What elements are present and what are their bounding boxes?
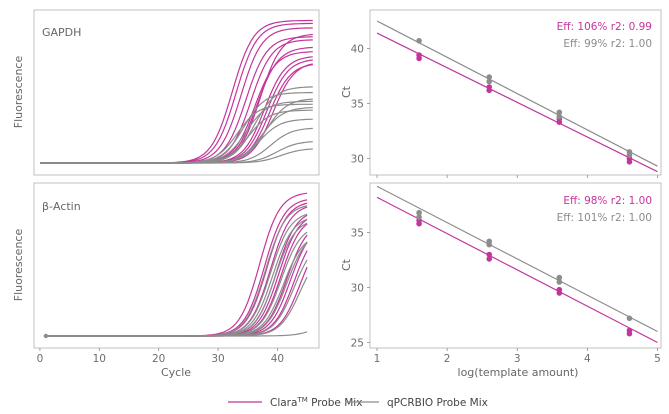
beta-actin-amplification-panel: β-Actin Fluorescence Cycle 0 10 20 30 40 bbox=[12, 182, 320, 379]
beta-actin-curves bbox=[43, 192, 308, 339]
beta-actin-panel-title: β-Actin bbox=[42, 200, 81, 213]
qpcrbio-regression-line bbox=[376, 20, 658, 167]
clara-ct-point bbox=[486, 251, 493, 258]
cycle-tick-label: 40 bbox=[271, 353, 284, 365]
ct-tick-label: 35 bbox=[351, 99, 364, 111]
clara-ct-point bbox=[416, 220, 422, 227]
baseline-start-point bbox=[43, 333, 49, 339]
legend-qpcrbio-label: qPCRBIO Probe Mix bbox=[387, 397, 488, 409]
qpcrbio-ct-point bbox=[486, 241, 493, 248]
qpcrbio-ct-point bbox=[556, 109, 563, 116]
cycle-ticks: 0 10 20 30 40 bbox=[37, 348, 284, 365]
gapdh-panel-title: GAPDH bbox=[42, 26, 81, 39]
clara-ct-point bbox=[626, 330, 633, 337]
beta-actin-standard-curve-plot-area bbox=[369, 182, 662, 349]
qpcrbio-ct-point bbox=[556, 113, 563, 120]
clara-ct-point bbox=[486, 87, 493, 94]
ct-tick-label: 30 bbox=[351, 283, 364, 295]
qpcrbio-ct-point bbox=[416, 38, 422, 44]
qpcrbio-ct-point bbox=[626, 315, 633, 322]
qpcrbio-ct-point bbox=[416, 214, 422, 220]
beta-actin-y-axis-label: Fluorescence bbox=[12, 229, 25, 302]
qpcrbio-ct-point bbox=[486, 74, 493, 80]
template-tick-label: 2 bbox=[444, 353, 451, 365]
gapdh-clara-efficiency-annotation: Eff: 106% r2: 0.99 bbox=[557, 21, 652, 33]
gapdh-standard-curve-marks bbox=[376, 20, 658, 173]
gapdh-y-axis-label: Fluorescence bbox=[12, 56, 25, 129]
clara-ct-point bbox=[626, 159, 633, 165]
qpcrbio-ct-point bbox=[556, 274, 563, 281]
beta-actin-clara-efficiency-annotation: Eff: 98% r2: 1.00 bbox=[563, 195, 652, 207]
legend: ClaraTM Probe Mix qPCRBIO Probe Mix bbox=[228, 396, 488, 409]
gapdh-standard-curve-panel: Ct Eff: 106% r2: 0.99 Eff: 99% r2: 1.00 … bbox=[340, 9, 662, 178]
cycle-tick-label: 30 bbox=[211, 353, 224, 365]
beta-actin-standard-curve-panel: Ct log(template amount) Eff: 98% r2: 1.0… bbox=[340, 182, 662, 379]
template-tick-label: 1 bbox=[374, 353, 381, 365]
clara-ct-point bbox=[486, 256, 493, 262]
ct-tick-label: 30 bbox=[351, 154, 364, 166]
clara-ct-point bbox=[556, 290, 563, 296]
gapdh-amplification-panel: GAPDH Fluorescence bbox=[12, 9, 320, 176]
cycle-tick-label: 10 bbox=[93, 353, 106, 365]
qpcrbio-regression-line bbox=[376, 185, 658, 333]
clara-regression-line bbox=[376, 32, 658, 173]
ct-tick-label: 40 bbox=[351, 44, 364, 56]
gapdh-qpcrbio-efficiency-annotation: Eff: 99% r2: 1.00 bbox=[563, 38, 652, 50]
beta-actin-ct-ticks: 25 30 35 1 2 3 4 5 bbox=[351, 228, 661, 366]
cycle-tick-label: 20 bbox=[152, 353, 165, 365]
gapdh-ct-axis-label: Ct bbox=[340, 85, 353, 98]
ct-tick-label: 25 bbox=[351, 338, 364, 350]
gapdh-ct-ticks: 30 35 40 bbox=[351, 44, 658, 178]
qpcrbio-amplification-curve bbox=[40, 148, 313, 164]
legend-clara-label: ClaraTM Probe Mix bbox=[270, 396, 362, 409]
cycle-tick-label: 0 bbox=[37, 353, 44, 365]
beta-actin-ct-axis-label: Ct bbox=[340, 258, 353, 271]
template-amount-axis-label: log(template amount) bbox=[458, 366, 579, 379]
template-tick-label: 3 bbox=[514, 353, 521, 365]
template-tick-label: 5 bbox=[654, 353, 661, 365]
qpcrbio-ct-point bbox=[556, 279, 563, 285]
clara-regression-line bbox=[376, 196, 658, 344]
template-tick-label: 4 bbox=[584, 353, 591, 365]
qpcrbio-amplification-curve bbox=[45, 331, 308, 337]
ct-tick-label: 35 bbox=[351, 228, 364, 240]
qpcrbio-ct-point bbox=[486, 78, 493, 85]
beta-actin-qpcrbio-efficiency-annotation: Eff: 101% r2: 1.00 bbox=[557, 212, 652, 224]
clara-ct-point bbox=[416, 55, 422, 62]
gapdh-curves bbox=[40, 19, 313, 164]
qpcrbio-ct-point bbox=[626, 152, 633, 158]
cycle-axis-label: Cycle bbox=[161, 366, 191, 379]
beta-actin-standard-curve-marks bbox=[376, 185, 658, 344]
clara-ct-point bbox=[556, 119, 563, 125]
qpcrbio-ct-point bbox=[416, 209, 422, 216]
